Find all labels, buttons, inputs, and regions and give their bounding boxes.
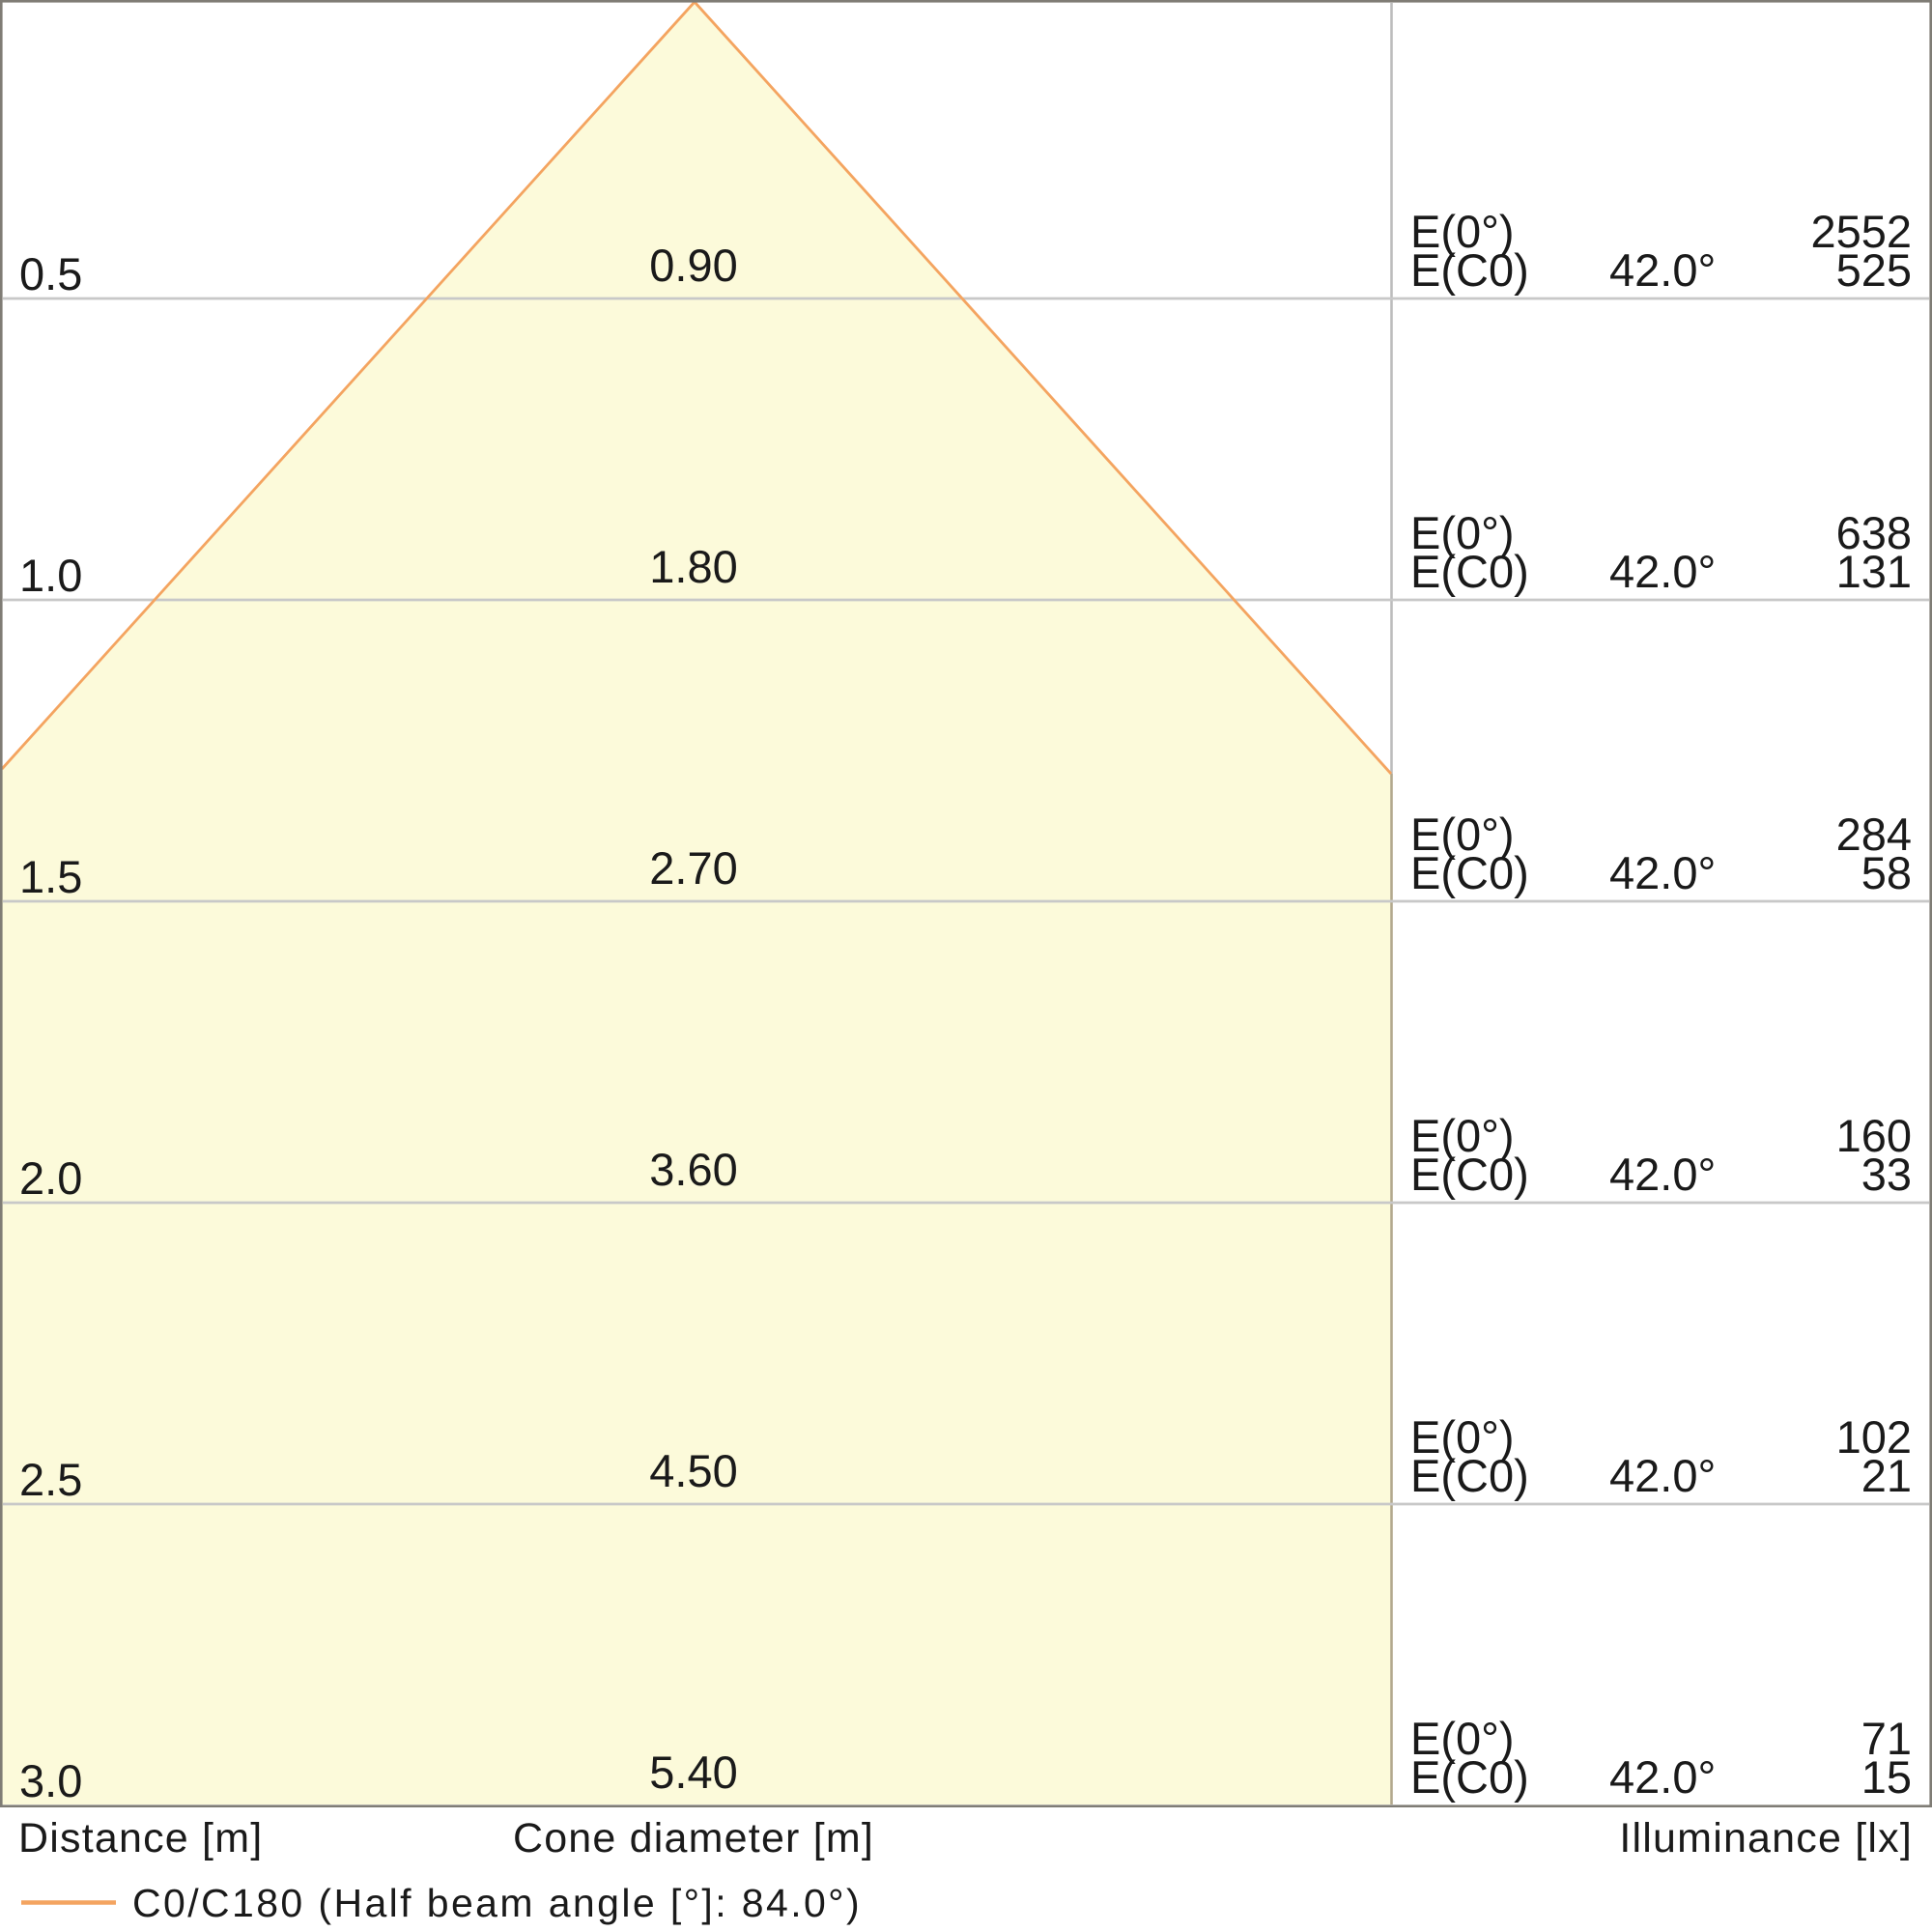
svg-text:E(0°): E(0°) <box>1410 809 1515 860</box>
svg-text:E(0°): E(0°) <box>1410 206 1515 257</box>
svg-text:E(C0): E(C0) <box>1410 546 1529 597</box>
svg-text:0.5: 0.5 <box>19 248 82 299</box>
svg-text:E(C0): E(C0) <box>1410 244 1529 296</box>
svg-text:E(C0): E(C0) <box>1410 847 1529 898</box>
svg-text:284: 284 <box>1836 809 1912 860</box>
svg-text:5.40: 5.40 <box>649 1747 737 1798</box>
svg-text:42.0°: 42.0° <box>1609 244 1716 296</box>
svg-text:2.5: 2.5 <box>19 1454 82 1505</box>
svg-text:1.5: 1.5 <box>19 851 82 902</box>
svg-text:525: 525 <box>1836 244 1912 296</box>
svg-text:2.70: 2.70 <box>649 842 737 894</box>
svg-text:E(0°): E(0°) <box>1410 507 1515 558</box>
svg-text:71: 71 <box>1861 1713 1912 1764</box>
svg-text:4.50: 4.50 <box>649 1445 737 1496</box>
svg-text:42.0°: 42.0° <box>1609 546 1716 597</box>
svg-text:15: 15 <box>1861 1751 1912 1803</box>
svg-text:C0/C180 (Half beam angle [°]:: C0/C180 (Half beam angle [°]: 84.0°) <box>132 1881 862 1925</box>
svg-text:E(C0): E(C0) <box>1410 1149 1529 1200</box>
svg-text:102: 102 <box>1836 1411 1912 1463</box>
svg-text:58: 58 <box>1861 847 1912 898</box>
svg-text:2552: 2552 <box>1810 206 1912 257</box>
svg-text:2.0: 2.0 <box>19 1152 82 1204</box>
svg-text:E(C0): E(C0) <box>1410 1450 1529 1501</box>
svg-text:638: 638 <box>1836 507 1912 558</box>
svg-text:33: 33 <box>1861 1149 1912 1200</box>
svg-text:E(C0): E(C0) <box>1410 1751 1529 1803</box>
svg-text:Cone diameter [m]: Cone diameter [m] <box>513 1815 874 1861</box>
svg-text:21: 21 <box>1861 1450 1912 1501</box>
svg-text:42.0°: 42.0° <box>1609 847 1716 898</box>
svg-text:3.60: 3.60 <box>649 1144 737 1195</box>
svg-text:131: 131 <box>1836 546 1912 597</box>
svg-text:E(0°): E(0°) <box>1410 1110 1515 1161</box>
svg-text:42.0°: 42.0° <box>1609 1751 1716 1803</box>
svg-text:Illuminance [lx]: Illuminance [lx] <box>1619 1815 1913 1861</box>
svg-text:0.90: 0.90 <box>649 240 737 291</box>
svg-text:42.0°: 42.0° <box>1609 1450 1716 1501</box>
svg-text:1.80: 1.80 <box>649 541 737 592</box>
svg-text:E(0°): E(0°) <box>1410 1411 1515 1463</box>
svg-text:1.0: 1.0 <box>19 550 82 601</box>
svg-text:160: 160 <box>1836 1110 1912 1161</box>
svg-text:E(0°): E(0°) <box>1410 1713 1515 1764</box>
svg-text:Distance [m]: Distance [m] <box>18 1815 263 1861</box>
svg-text:3.0: 3.0 <box>19 1755 82 1806</box>
svg-text:42.0°: 42.0° <box>1609 1149 1716 1200</box>
